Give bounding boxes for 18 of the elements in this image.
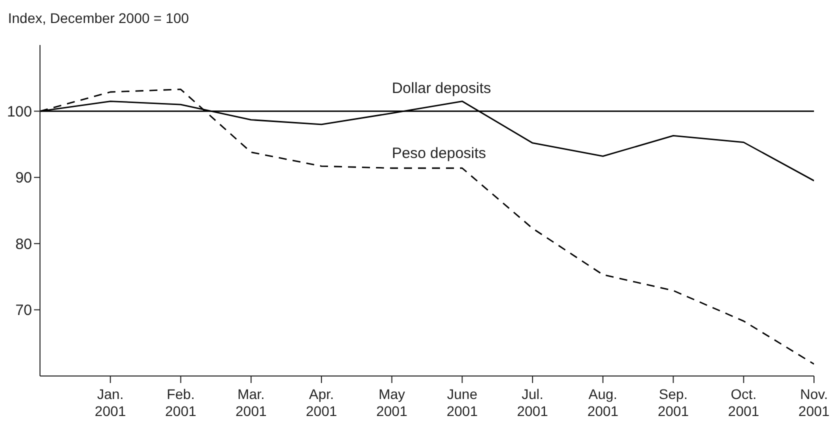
x-tick-label: Jan. 2001: [94, 386, 126, 419]
x-tick-label: Sep. 2001: [658, 386, 690, 419]
x-tick-label: Aug. 2001: [587, 386, 619, 419]
series-label: Peso deposits: [392, 145, 486, 162]
y-tick-label: 70: [15, 302, 32, 320]
x-tick-label: Feb. 2001: [165, 386, 197, 419]
x-tick-label: Oct. 2001: [728, 386, 760, 419]
x-tick-label: Jul. 2001: [516, 386, 548, 419]
series-label: Dollar deposits: [392, 80, 492, 98]
chart-title: Index, December 2000 = 100: [8, 10, 189, 26]
x-tick-label: Mar. 2001: [236, 386, 267, 419]
x-tick-label: Apr. 2001: [306, 386, 338, 419]
y-tick-label: 100: [6, 104, 32, 121]
x-tick-label: June 2001: [446, 386, 478, 419]
x-tick-label: Nov. 2001: [798, 386, 830, 419]
x-tick-label: May 2001: [376, 386, 408, 419]
y-tick-label: 90: [15, 170, 32, 187]
y-tick-label: 80: [15, 236, 32, 253]
